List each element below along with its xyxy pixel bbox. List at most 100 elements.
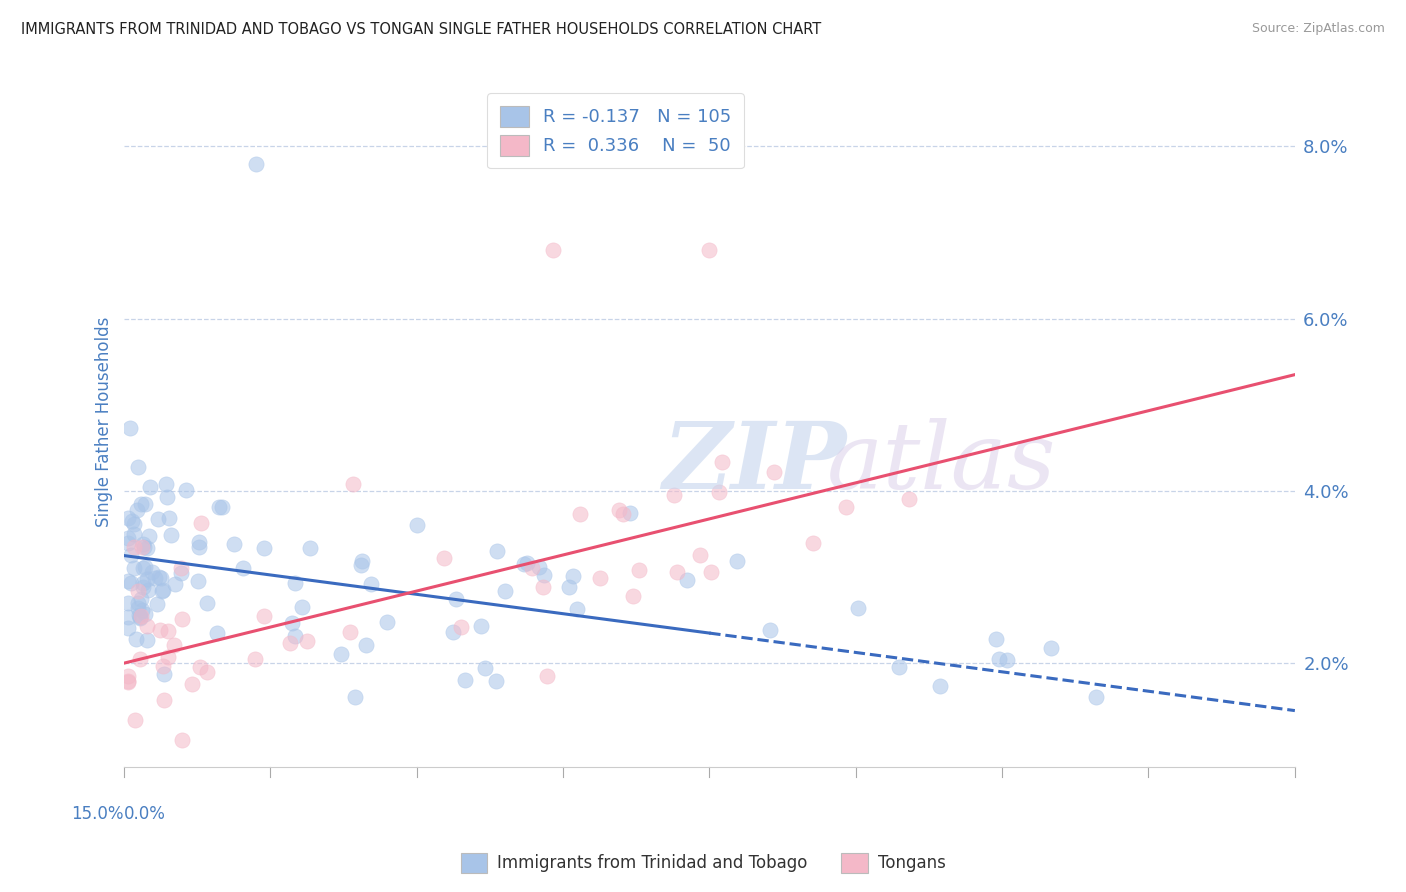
Point bbox=[689, 549, 711, 563]
Point bbox=[759, 623, 782, 637]
Point bbox=[131, 603, 153, 617]
Point bbox=[342, 476, 364, 491]
Point bbox=[329, 647, 352, 661]
Point bbox=[136, 633, 159, 648]
Point bbox=[516, 556, 538, 570]
Point bbox=[135, 541, 157, 556]
Point bbox=[207, 625, 229, 640]
Point bbox=[995, 653, 1018, 667]
Point bbox=[280, 636, 302, 650]
Point bbox=[149, 571, 172, 585]
Point bbox=[697, 243, 720, 257]
Point bbox=[557, 580, 579, 594]
Point bbox=[565, 602, 588, 616]
Point bbox=[134, 607, 156, 622]
Point bbox=[148, 570, 170, 584]
Point bbox=[117, 610, 139, 624]
Point bbox=[541, 243, 564, 257]
Point bbox=[433, 551, 456, 566]
Point bbox=[117, 531, 139, 545]
Point bbox=[134, 559, 156, 574]
Text: ZIP: ZIP bbox=[662, 418, 846, 508]
Point bbox=[253, 541, 276, 555]
Point bbox=[132, 560, 155, 574]
Point bbox=[124, 527, 146, 541]
Point bbox=[711, 455, 734, 469]
Point bbox=[180, 677, 202, 691]
Point bbox=[676, 574, 699, 588]
Point bbox=[253, 609, 276, 624]
Point bbox=[513, 557, 536, 571]
Point bbox=[120, 548, 142, 562]
Point bbox=[127, 596, 149, 610]
Point bbox=[211, 500, 233, 515]
Point bbox=[339, 624, 361, 639]
Point bbox=[485, 544, 508, 558]
Point bbox=[148, 512, 170, 526]
Point bbox=[666, 566, 689, 580]
Point bbox=[150, 583, 173, 598]
Point bbox=[124, 632, 146, 646]
Point bbox=[619, 506, 641, 520]
Point bbox=[245, 156, 267, 170]
Point bbox=[520, 560, 543, 574]
Point bbox=[529, 559, 551, 574]
Point bbox=[208, 500, 231, 515]
Point bbox=[163, 577, 186, 591]
Point bbox=[707, 484, 730, 499]
Point bbox=[607, 503, 630, 517]
Point bbox=[127, 460, 149, 475]
Point bbox=[124, 713, 146, 727]
Point bbox=[887, 660, 910, 674]
Point bbox=[122, 561, 145, 575]
Point bbox=[1040, 641, 1063, 656]
Point bbox=[129, 610, 152, 624]
Point bbox=[124, 540, 146, 554]
Point bbox=[117, 674, 139, 689]
Point bbox=[136, 583, 159, 598]
Point bbox=[141, 565, 163, 579]
Point bbox=[484, 673, 506, 688]
Point bbox=[169, 566, 191, 581]
Point bbox=[127, 600, 149, 615]
Point bbox=[187, 535, 209, 549]
Point bbox=[135, 572, 157, 586]
Point bbox=[700, 565, 723, 579]
Point bbox=[128, 608, 150, 623]
Point bbox=[134, 497, 156, 511]
Point bbox=[170, 733, 193, 747]
Point bbox=[725, 553, 748, 567]
Point bbox=[139, 479, 162, 493]
Point bbox=[897, 492, 920, 507]
Point bbox=[284, 575, 307, 590]
Point bbox=[117, 596, 139, 610]
Point bbox=[153, 667, 176, 681]
Point bbox=[188, 660, 211, 674]
Point bbox=[131, 537, 153, 551]
Point bbox=[132, 580, 155, 594]
Text: IMMIGRANTS FROM TRINIDAD AND TOBAGO VS TONGAN SINGLE FATHER HOUSEHOLDS CORRELATI: IMMIGRANTS FROM TRINIDAD AND TOBAGO VS T… bbox=[21, 22, 821, 37]
Point bbox=[664, 488, 686, 502]
Point bbox=[131, 541, 153, 555]
Point bbox=[494, 584, 516, 599]
Point bbox=[136, 619, 159, 633]
Point bbox=[801, 535, 824, 549]
Point bbox=[129, 652, 152, 666]
Point bbox=[531, 580, 554, 594]
Point bbox=[297, 634, 319, 648]
Point bbox=[117, 674, 139, 689]
Point bbox=[222, 537, 245, 551]
Point bbox=[470, 619, 492, 633]
Text: atlas: atlas bbox=[827, 418, 1056, 508]
Point bbox=[170, 561, 193, 575]
Point bbox=[929, 679, 952, 693]
Point bbox=[149, 624, 172, 638]
Point bbox=[568, 507, 591, 521]
Text: 15.0%: 15.0% bbox=[72, 805, 124, 823]
Point bbox=[195, 597, 218, 611]
Point bbox=[122, 516, 145, 531]
Point bbox=[621, 589, 644, 603]
Point bbox=[441, 624, 464, 639]
Point bbox=[627, 563, 650, 577]
Point bbox=[117, 669, 139, 683]
